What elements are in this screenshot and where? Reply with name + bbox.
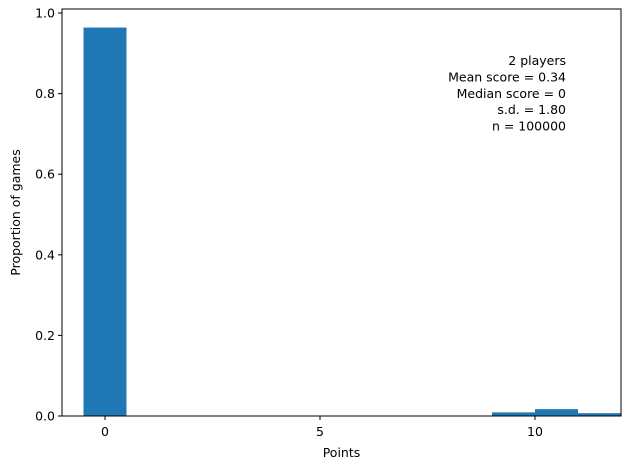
x-tick-label-1: 5 [316, 424, 324, 439]
bar-2 [535, 409, 578, 416]
y-tick-label-5: 1.0 [35, 6, 55, 21]
y-tick-label-3: 0.6 [35, 167, 55, 182]
y-tick-label-1: 0.2 [35, 328, 55, 343]
x-axis: 0 5 10 [101, 416, 543, 439]
plot-frame [61, 8, 622, 417]
annotation-line-0: 2 players [508, 53, 566, 68]
y-tick-label-2: 0.4 [35, 247, 55, 262]
bar-0 [83, 27, 127, 417]
bar-1 [492, 412, 535, 416]
bars-group [83, 27, 621, 417]
y-axis-label: Proportion of games [8, 149, 23, 275]
annotation-line-4: n = 100000 [492, 119, 566, 134]
annotation-line-3: s.d. = 1.80 [497, 102, 566, 117]
annotation-line-1: Mean score = 0.34 [448, 69, 566, 84]
y-tick-label-4: 0.8 [35, 86, 55, 101]
bar-3 [578, 413, 621, 416]
y-axis: 0.0 0.2 0.4 0.6 0.8 1.0 [35, 6, 62, 424]
y-tick-label-0: 0.0 [35, 409, 55, 424]
x-tick-label-2: 10 [527, 424, 543, 439]
annotation-line-2: Median score = 0 [457, 86, 566, 101]
x-tick-label-0: 0 [101, 424, 109, 439]
x-axis-label: Points [323, 445, 361, 460]
